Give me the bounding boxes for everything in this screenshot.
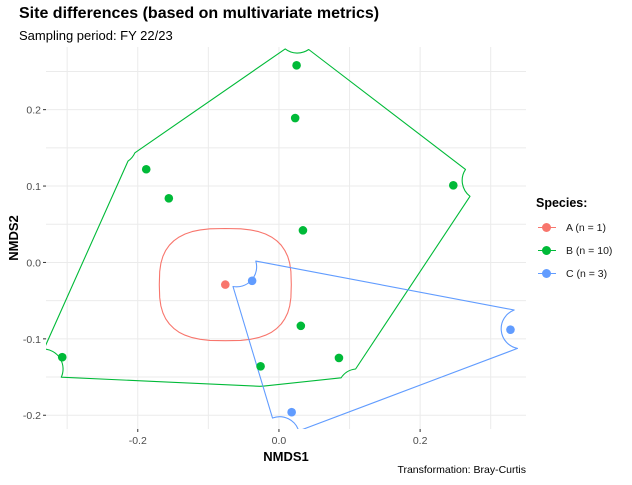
point-c [506,325,515,334]
hull-c [232,260,519,429]
x-axis-title: NMDS1 [263,449,309,464]
legend-item-b: B (n = 10) [536,239,612,262]
y-tick-label: -0.1 [23,334,41,346]
x-tick-label: 0.0 [272,435,287,447]
x-tick-label: 0.2 [413,435,428,447]
y-tick-label: 0.1 [26,181,41,193]
group-hulls [46,48,519,429]
x-tick-label: -0.2 [129,435,147,447]
point-b [290,113,300,123]
axes: -0.2 0.0 0.2 -0.2 -0.1 0.0 0.1 0.2 [23,105,428,447]
point-a [220,280,230,289]
y-tick-label: -0.2 [23,410,41,422]
chart-caption: Transformation: Bray-Curtis [397,464,526,476]
chart-title: Site differences (based on multivariate … [19,5,380,22]
point-b [256,362,265,371]
legend-key-b [536,244,558,258]
point-b [141,164,151,174]
point-b [292,61,301,70]
point-b [164,193,174,203]
legend-label-a: A (n = 1) [566,221,606,234]
legend-item-c: C (n = 3) [536,262,612,285]
point-c [287,407,296,417]
y-tick-label: 0.2 [26,105,41,117]
point-b [448,180,458,190]
legend-label-b: B (n = 10) [566,244,613,257]
data-points [57,61,515,417]
y-tick-label: 0.0 [26,257,41,269]
grid-lines [46,47,526,429]
point-b [296,321,306,331]
y-axis-title: NMDS2 [6,215,21,261]
legend-key-c [536,267,558,281]
point-b [334,353,344,363]
legend-key-a [536,221,558,235]
hull-a [158,227,292,342]
hull-b [46,48,471,387]
point-c [247,276,257,286]
legend-title: Species: [536,196,588,210]
point-b [298,226,308,235]
legend: Species: A (n = 1) B (n = 10) C (n = 3) [536,196,612,285]
legend-label-c: C (n = 3) [566,267,608,280]
point-b [57,352,67,362]
legend-item-a: A (n = 1) [536,216,612,239]
chart-subtitle: Sampling period: FY 22/23 [19,28,173,43]
